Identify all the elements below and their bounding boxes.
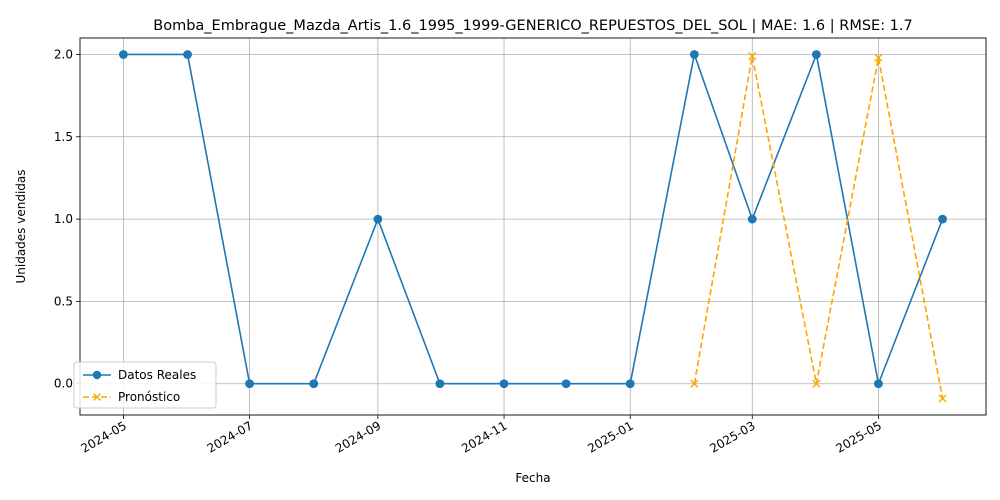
forecast-point <box>690 379 699 388</box>
forecast-point <box>748 52 757 61</box>
data-point <box>625 379 635 389</box>
legend-marker <box>92 370 102 380</box>
x-tick-label: 2024-05 <box>79 418 129 455</box>
legend-box <box>73 361 217 409</box>
series-line-0 <box>123 51 944 387</box>
data-point <box>373 214 383 224</box>
x-axis-label: Fecha <box>515 471 550 485</box>
forecast-point <box>938 394 947 403</box>
data-point <box>689 50 699 59</box>
data-point <box>499 379 509 389</box>
x-tick-label: 2025-05 <box>834 418 884 455</box>
x-axis-ticks: 2024-05 2024-07 2024-09 2024-11 2025-01 2025-… <box>79 415 884 456</box>
y-axis-ticks: 0.0 0.5 1.0 1.5 2.0 <box>54 47 80 391</box>
data-point <box>874 379 883 389</box>
data-point <box>119 50 128 59</box>
x-tick-label: 2025-01 <box>585 418 635 455</box>
y-tick-label: 2.0 <box>54 47 73 61</box>
data-point <box>245 379 255 389</box>
x-tick-label: 2024-07 <box>205 418 255 455</box>
x-tick-label: 2025-03 <box>707 418 757 455</box>
chart-title: Bomba_Embrague_Mazda_Artis_1.6_1995_1999… <box>153 18 913 34</box>
legend-label: Datos Reales <box>118 368 196 382</box>
legend-marker <box>93 393 101 401</box>
y-tick-label: 0.5 <box>54 294 73 308</box>
grid-lines <box>80 38 986 415</box>
legend-label: Pronóstico <box>118 390 180 404</box>
data-point <box>309 379 319 389</box>
data-point <box>561 379 571 389</box>
x-tick-label: 2024-09 <box>333 418 383 455</box>
data-point <box>811 50 821 59</box>
y-tick-label: 1.5 <box>54 130 73 144</box>
legend: Datos Reales Pronóstico <box>73 361 217 409</box>
forecast-point <box>874 53 883 62</box>
x-tick-label: 2024-11 <box>459 418 509 455</box>
y-tick-label: 1.0 <box>54 212 73 226</box>
series-layer <box>119 50 947 403</box>
data-point <box>938 214 947 224</box>
plot-frame <box>79 37 987 416</box>
data-point <box>747 214 757 224</box>
data-point <box>435 379 445 389</box>
series-line-1 <box>693 55 944 399</box>
forecast-point <box>812 379 821 388</box>
data-point <box>183 50 192 59</box>
y-axis-label: Unidades vendidas <box>14 169 28 283</box>
y-tick-label: 0.0 <box>54 377 73 391</box>
